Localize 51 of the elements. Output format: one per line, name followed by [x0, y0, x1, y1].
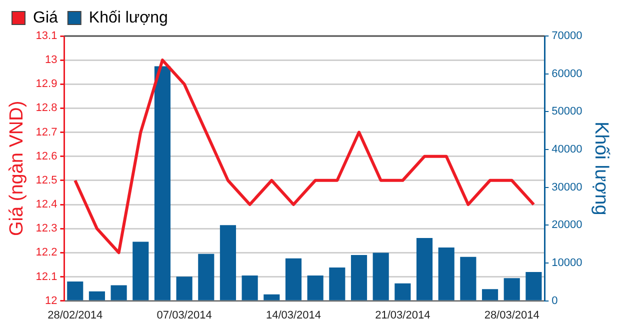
- bar: [220, 225, 236, 300]
- bar: [285, 258, 302, 300]
- bar: [460, 256, 476, 300]
- y-tick-label: 12.7: [36, 126, 58, 138]
- x-tick-label: 21/03/2014: [375, 309, 430, 322]
- bar: [372, 252, 389, 300]
- y2-tick-label: 60000: [552, 68, 582, 80]
- bar: [176, 276, 192, 300]
- legend-label: Khối lượng: [88, 9, 168, 26]
- y-tick-label: 12: [44, 294, 58, 307]
- y-tick-label: 12.6: [36, 150, 58, 162]
- bar: [438, 247, 454, 300]
- x-tick-label: 14/03/2014: [266, 309, 322, 322]
- bar: [110, 285, 127, 300]
- legend-label: Giá: [33, 9, 58, 26]
- x-tick-label: 07/03/2014: [156, 309, 212, 322]
- y-tick-label: 12.4: [36, 198, 58, 211]
- bar: [132, 242, 149, 300]
- bar: [67, 282, 84, 300]
- y2-tick-label: 40000: [552, 144, 582, 156]
- y2-tick-label: 0: [552, 294, 558, 307]
- y2-tick-label: 50000: [552, 106, 582, 118]
- y2-tick-label: 30000: [552, 181, 582, 194]
- y-tick-label: 12.9: [36, 78, 58, 90]
- x-tick-label: 28/02/2014: [48, 309, 103, 322]
- y2-tick-label: 70000: [552, 30, 582, 42]
- bar: [242, 275, 258, 300]
- bar: [329, 268, 346, 300]
- y-axis-title: Giá (ngàn VND): [6, 100, 28, 236]
- y2-tick-label: 20000: [552, 219, 582, 232]
- bar: [154, 66, 171, 300]
- y2-tick-label: 10000: [552, 257, 582, 270]
- y-tick-label: 13: [44, 54, 58, 66]
- bar: [526, 272, 542, 300]
- y-tick-label: 12.1: [36, 270, 58, 283]
- bar: [394, 283, 411, 300]
- y-tick-label: 12.8: [36, 102, 58, 114]
- bar: [88, 291, 105, 300]
- y-tick-label: 13.1: [36, 30, 58, 42]
- y-tick-label: 12.5: [36, 174, 58, 186]
- bar: [504, 278, 520, 300]
- y-tick-label: 12.3: [36, 222, 58, 235]
- bar: [350, 255, 368, 300]
- x-tick-label: 28/03/2014: [484, 309, 540, 322]
- bar: [307, 275, 324, 300]
- y-tick-label: 12.2: [36, 246, 58, 259]
- bar: [264, 294, 280, 300]
- bar: [416, 238, 433, 300]
- bar: [482, 289, 498, 300]
- bar: [198, 254, 214, 300]
- y2-axis-title: Khối lượng: [590, 121, 612, 216]
